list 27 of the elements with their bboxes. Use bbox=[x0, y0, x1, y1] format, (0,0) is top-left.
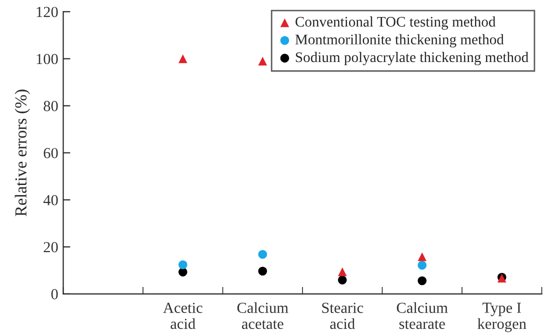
x-tick-label: Stearic acid bbox=[322, 302, 364, 329]
point bbox=[258, 250, 268, 259]
x-tick-label: Calcium stearate bbox=[396, 302, 448, 329]
legend-label: Conventional TOC testing method bbox=[296, 16, 496, 30]
point bbox=[178, 54, 188, 64]
point bbox=[338, 276, 347, 284]
x-tick-label: Acetic acid bbox=[163, 302, 202, 329]
y-tick-label: 0 bbox=[51, 289, 58, 300]
point bbox=[178, 260, 188, 270]
point bbox=[338, 267, 347, 276]
x-tick-label: Type I kerogen bbox=[478, 302, 526, 332]
point bbox=[418, 276, 427, 286]
y-tick-label: 40 bbox=[43, 194, 58, 206]
legend-label: Montmorillonite thickening method bbox=[295, 34, 504, 48]
point bbox=[418, 260, 427, 270]
legend-label: Sodium polyacrylate thickening method bbox=[296, 52, 528, 66]
y-axis-title: Relative errors (%) bbox=[14, 90, 30, 216]
y-tick-label: 80 bbox=[44, 100, 58, 112]
x-tick-label: Calcium acetate bbox=[237, 302, 288, 329]
y-tick-label: 120 bbox=[36, 6, 58, 18]
y-tick-label: 100 bbox=[36, 54, 58, 64]
point bbox=[418, 252, 427, 262]
y-tick-label: 20 bbox=[44, 242, 58, 252]
point bbox=[178, 268, 188, 276]
point bbox=[258, 56, 268, 66]
point bbox=[258, 266, 268, 276]
y-tick-label: 60 bbox=[44, 148, 58, 158]
